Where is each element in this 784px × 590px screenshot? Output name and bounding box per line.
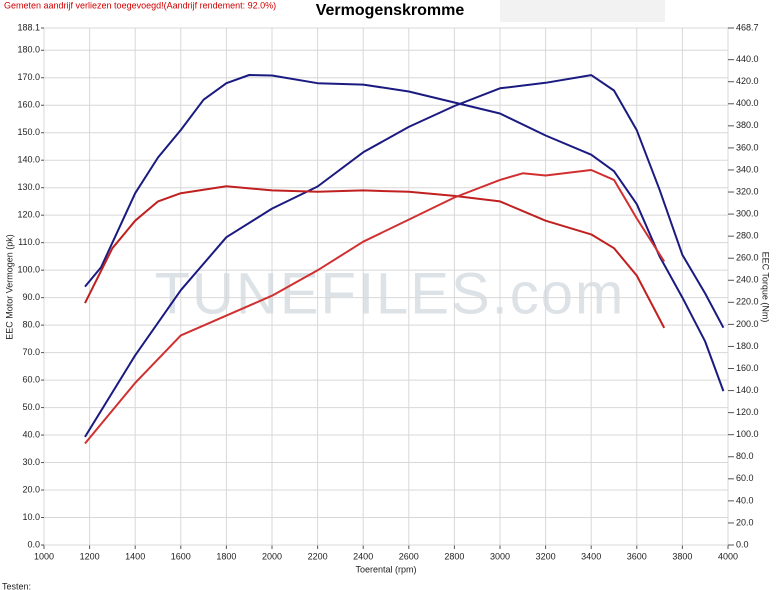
y-tick-label: 70.0 bbox=[22, 347, 40, 357]
y2-tick-label: 0.0 bbox=[736, 539, 749, 549]
x-tick-label: 2000 bbox=[262, 551, 282, 561]
y-tick-label: 90.0 bbox=[22, 292, 40, 302]
data-line bbox=[84, 169, 666, 445]
y2-tick-label: 400.0 bbox=[736, 98, 759, 108]
x-tick-label: 3400 bbox=[581, 551, 601, 561]
y-tick-label: 10.0 bbox=[22, 512, 40, 522]
y-tick-label: 20.0 bbox=[22, 484, 40, 494]
header-box bbox=[500, 0, 665, 22]
y-tick-label: 120.0 bbox=[17, 210, 40, 220]
y2-tick-label: 280.0 bbox=[736, 231, 759, 241]
x-tick-label: 1000 bbox=[34, 551, 54, 561]
y2-tick-label: 420.0 bbox=[736, 76, 759, 86]
x-tick-label: 1600 bbox=[171, 551, 191, 561]
y-tick-label: 60.0 bbox=[22, 374, 40, 384]
y2-tick-label: 80.0 bbox=[736, 451, 754, 461]
y-tick-label: 188.1 bbox=[17, 22, 40, 32]
x-tick-label: 1800 bbox=[216, 551, 236, 561]
y2-tick-label: 240.0 bbox=[736, 275, 759, 285]
data-line bbox=[84, 74, 725, 438]
y-tick-label: 170.0 bbox=[17, 72, 40, 82]
x-tick-label: 2600 bbox=[399, 551, 419, 561]
x-tick-label: 3200 bbox=[536, 551, 556, 561]
y2-tick-label: 20.0 bbox=[736, 517, 754, 527]
y-tick-label: 180.0 bbox=[17, 45, 40, 55]
y-tick-label: 100.0 bbox=[17, 265, 40, 275]
y2-tick-label: 340.0 bbox=[736, 164, 759, 174]
y2-tick-label: 360.0 bbox=[736, 142, 759, 152]
y-tick-label: 50.0 bbox=[22, 402, 40, 412]
y-tick-label: 40.0 bbox=[22, 429, 40, 439]
y-tick-label: 30.0 bbox=[22, 457, 40, 467]
x-tick-label: 1200 bbox=[80, 551, 100, 561]
y-tick-label: 80.0 bbox=[22, 319, 40, 329]
x-axis-label: Toerental (rpm) bbox=[355, 564, 416, 574]
x-tick-label: 4000 bbox=[718, 551, 738, 561]
y2-tick-label: 160.0 bbox=[736, 363, 759, 373]
y2-tick-label: 140.0 bbox=[736, 385, 759, 395]
y2-tick-label: 468.7 bbox=[736, 22, 759, 32]
y2-tick-label: 380.0 bbox=[736, 120, 759, 130]
data-line bbox=[84, 185, 666, 329]
y-tick-label: 150.0 bbox=[17, 127, 40, 137]
y2-tick-label: 300.0 bbox=[736, 208, 759, 218]
subtitle: Gemeten aandrijf verliezen toegevoegd!(A… bbox=[4, 0, 276, 10]
y2-tick-label: 440.0 bbox=[736, 54, 759, 64]
y-tick-label: 160.0 bbox=[17, 100, 40, 110]
y-tick-label: 110.0 bbox=[18, 237, 40, 247]
y2-tick-label: 60.0 bbox=[736, 473, 754, 483]
y2-tick-label: 40.0 bbox=[736, 495, 754, 505]
y-tick-label: 130.0 bbox=[17, 182, 40, 192]
x-tick-label: 3800 bbox=[672, 551, 692, 561]
x-tick-label: 2200 bbox=[308, 551, 328, 561]
y2-axis-label: EEC Torque (Nm) bbox=[761, 252, 771, 323]
y2-tick-label: 220.0 bbox=[736, 297, 759, 307]
footer: Testen: bbox=[2, 581, 31, 590]
x-tick-label: 2400 bbox=[353, 551, 373, 561]
data-line bbox=[84, 74, 725, 392]
y-tick-label: 140.0 bbox=[17, 155, 40, 165]
y2-tick-label: 200.0 bbox=[736, 319, 759, 329]
x-tick-label: 3600 bbox=[627, 551, 647, 561]
x-tick-label: 1400 bbox=[125, 551, 145, 561]
y-tick-label: 0.0 bbox=[27, 539, 40, 549]
chart-title: Vermogenskromme bbox=[316, 2, 465, 19]
y-axis-label: EEC Motor Vermogen (pk) bbox=[4, 234, 14, 340]
x-tick-label: 2800 bbox=[444, 551, 464, 561]
y2-tick-label: 180.0 bbox=[736, 341, 759, 351]
y2-tick-label: 120.0 bbox=[736, 407, 759, 417]
y2-tick-label: 260.0 bbox=[736, 253, 759, 263]
y2-tick-label: 100.0 bbox=[736, 429, 759, 439]
y2-tick-label: 320.0 bbox=[736, 186, 759, 196]
x-tick-label: 3000 bbox=[490, 551, 510, 561]
